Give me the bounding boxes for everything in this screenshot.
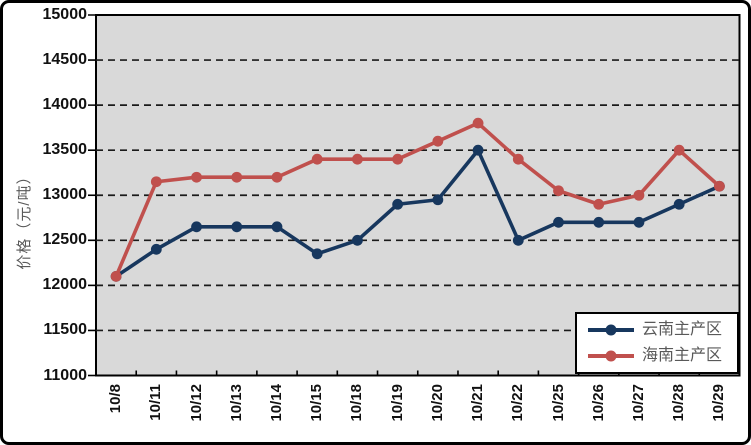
- y-axis-title: 价格（元/吨）: [16, 168, 33, 270]
- data-point: [713, 180, 725, 192]
- data-point: [311, 248, 323, 260]
- y-tick-label: 12500: [42, 231, 88, 249]
- legend-item-hainan: 海南主产区: [587, 347, 737, 365]
- data-point: [150, 243, 162, 255]
- data-point: [150, 176, 162, 188]
- data-point: [352, 234, 363, 246]
- x-tick-label: 10/11: [147, 384, 165, 421]
- data-point: [553, 185, 564, 197]
- legend-item-yunnan: 云南主产区: [587, 321, 737, 339]
- data-point: [432, 135, 444, 147]
- x-tick-label: 10/19: [388, 384, 406, 422]
- x-tick-label: 10/26: [589, 384, 607, 422]
- series-line-1: [114, 121, 722, 279]
- data-point: [231, 221, 243, 233]
- data-point: [352, 153, 363, 165]
- data-point: [311, 153, 323, 165]
- x-tick-label: 10/22: [509, 384, 527, 422]
- data-point: [271, 221, 283, 233]
- y-tick-label: 14000: [42, 96, 88, 114]
- x-tick-label: 10/21: [469, 384, 487, 422]
- data-point: [191, 221, 202, 233]
- legend: 云南主产区 海南主产区: [575, 312, 739, 374]
- data-point: [472, 117, 484, 129]
- legend-marker-hainan: [588, 350, 634, 362]
- x-tick-label: 10/20: [428, 384, 446, 422]
- x-tick-label: 10/25: [549, 384, 567, 422]
- x-tick-label: 10/18: [348, 384, 366, 422]
- data-point: [191, 171, 202, 183]
- data-point: [633, 216, 645, 228]
- x-tick-label: 10/8: [107, 384, 125, 414]
- y-tick-label: 13500: [42, 141, 88, 159]
- data-point: [512, 234, 524, 246]
- data-point: [593, 198, 605, 210]
- data-point: [673, 198, 685, 210]
- data-point: [472, 144, 484, 156]
- legend-label-yunnan: 云南主产区: [642, 321, 723, 339]
- x-tick-label: 10/15: [308, 384, 326, 422]
- y-tick-label: 15000: [42, 6, 88, 23]
- chart-canvas: [88, 14, 741, 377]
- series-line-0: [114, 148, 722, 279]
- x-tick-label: 10/14: [267, 384, 285, 422]
- data-point: [392, 153, 404, 165]
- data-point: [392, 198, 404, 210]
- data-point: [553, 216, 564, 228]
- x-tick-label: 10/27: [629, 384, 647, 422]
- x-tick-label: 10/28: [670, 384, 688, 422]
- data-point: [110, 270, 122, 282]
- data-point: [271, 171, 283, 183]
- data-point: [512, 153, 524, 165]
- data-point: [633, 189, 645, 201]
- data-point: [432, 194, 444, 206]
- y-tick-label: 11000: [43, 366, 87, 384]
- y-tick-label: 12000: [42, 276, 88, 294]
- data-point: [593, 216, 605, 228]
- x-tick-label: 10/12: [187, 384, 205, 422]
- legend-marker-yunnan: [588, 324, 634, 336]
- data-point: [673, 144, 685, 156]
- y-tick-label: 11500: [43, 321, 87, 339]
- y-tick-label: 13000: [42, 186, 88, 204]
- x-tick-label: 10/29: [710, 384, 728, 422]
- y-tick-label: 14500: [42, 51, 88, 69]
- x-tick-label: 10/13: [227, 384, 245, 422]
- legend-label-hainan: 海南主产区: [642, 346, 723, 364]
- data-point: [231, 171, 243, 183]
